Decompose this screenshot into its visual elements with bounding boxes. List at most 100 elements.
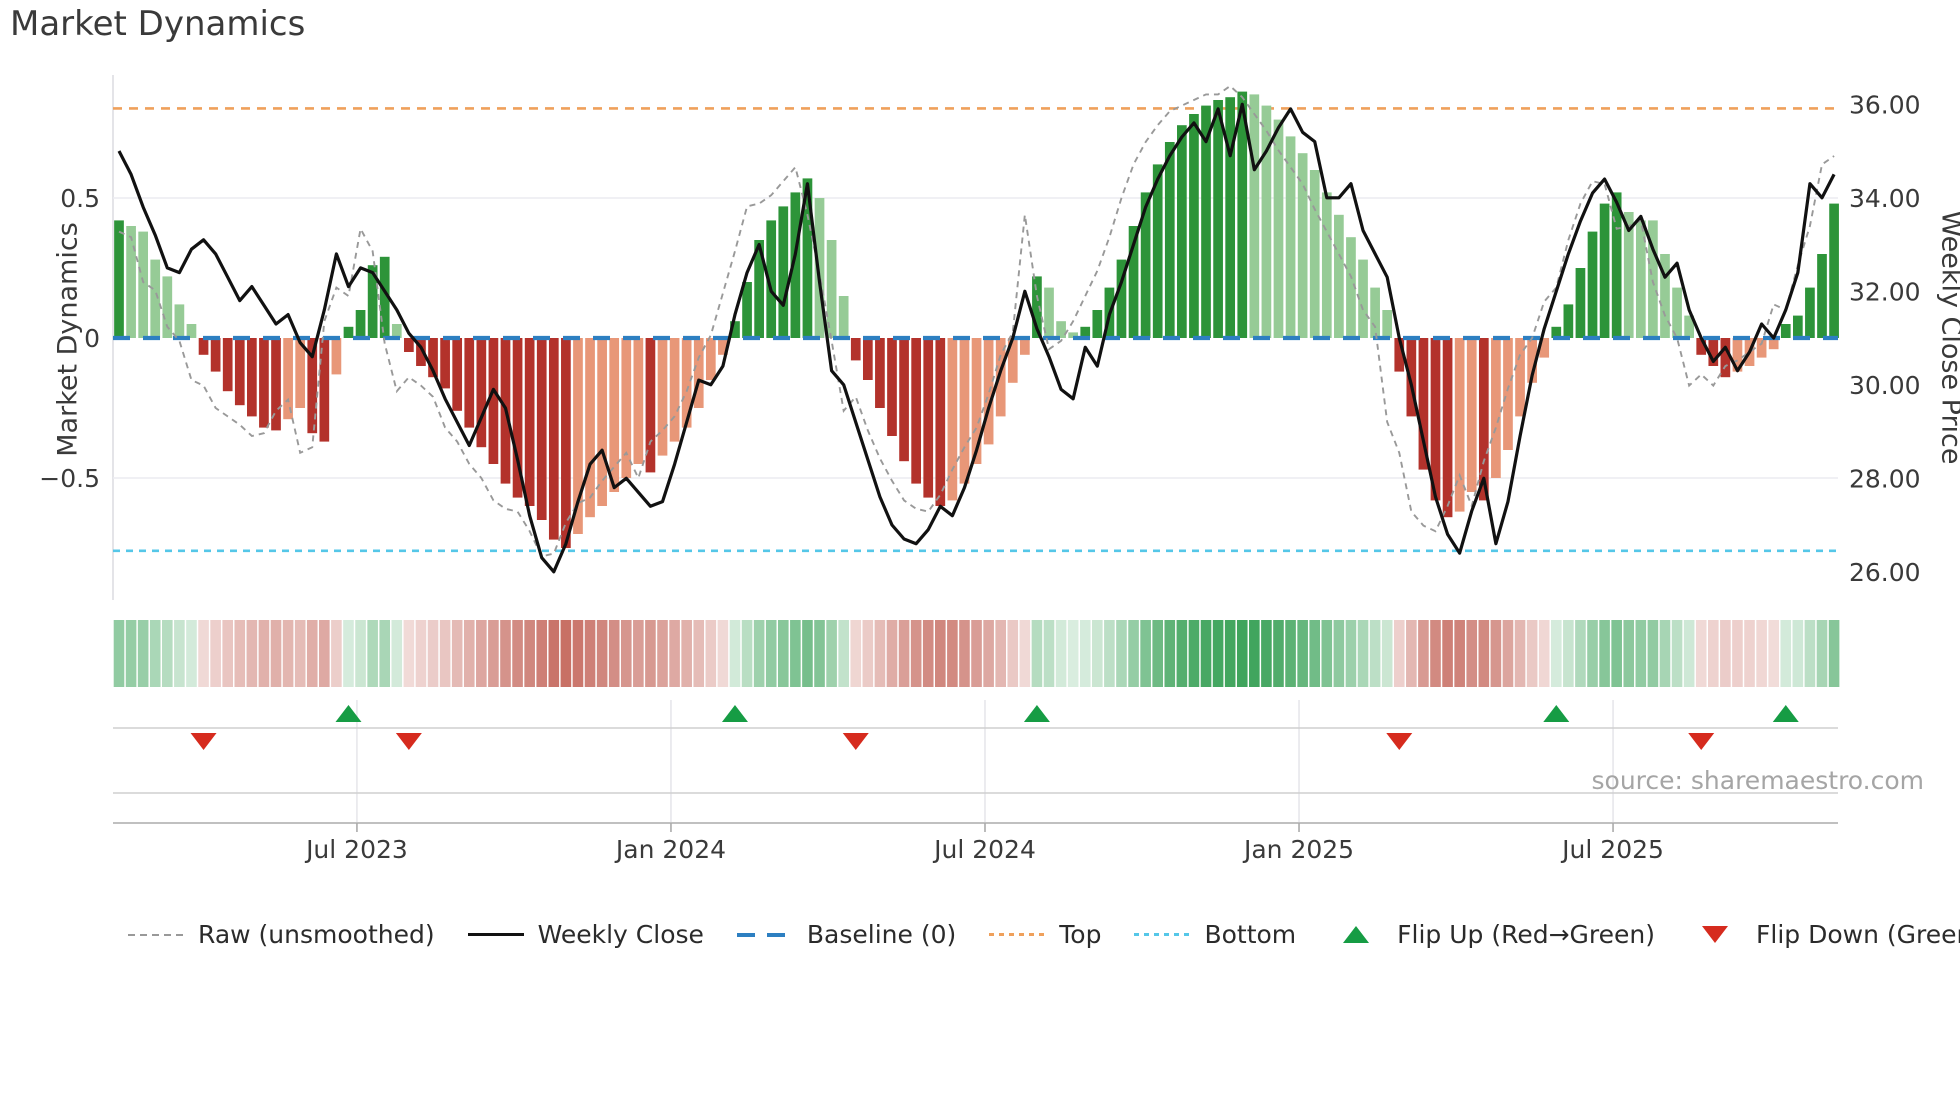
oscillator-bar [754,240,764,338]
oscillator-bar [1454,338,1465,512]
heatmap-cell [1357,620,1369,687]
oscillator-bar [162,276,173,338]
heatmap-cell [862,620,874,687]
oscillator-bar [1648,220,1658,338]
legend-label: Bottom [1204,920,1297,949]
heatmap-cell [524,620,535,687]
heatmap-cell [1659,620,1671,687]
oscillator-bar [331,338,342,375]
heatmap-cell [777,620,789,687]
oscillator-bar [766,220,777,338]
oscillator-bar [1152,164,1163,338]
oscillator-bar [1817,254,1827,338]
heatmap-cell [1538,620,1550,687]
heatmap-cell [1587,620,1598,687]
oscillator-bar [826,240,837,338]
oscillator-bar [1732,338,1743,372]
oscillator-bar [802,178,813,338]
top-line-swatch-icon [989,933,1046,936]
heatmap-cell [1635,620,1647,687]
oscillator-bar [995,338,1006,417]
heatmap-cell [294,620,306,687]
oscillator-bar [355,310,366,338]
heatmap-cell [355,620,366,687]
heatmap-cell [1695,620,1707,687]
oscillator-bar [1672,287,1682,338]
oscillator-bar [548,338,559,540]
right-axis-title: Weekly Close Price [1935,210,1960,465]
oscillator-bar [1285,136,1296,338]
oscillator-bar [1321,192,1332,338]
oscillator-bar [1309,170,1320,338]
legend-label: Flip Down (Green→Red) [1756,920,1960,949]
oscillator-bar [174,304,185,338]
heatmap-cell [584,620,596,687]
heatmap-cell [790,620,801,687]
oscillator-bar [1635,220,1646,338]
oscillator-bar [379,256,390,338]
oscillator-bar [1430,338,1441,501]
oscillator-bar [186,324,197,338]
heatmap-cell [1333,620,1345,687]
heatmap-cell [705,620,717,687]
oscillator-bar [150,259,161,338]
legend-item-baseline: Baseline (0) [736,920,956,949]
oscillator-bar [1297,153,1308,338]
heatmap-cell [1019,620,1031,687]
oscillator-bar [1007,338,1018,383]
heatmap-cell [1297,620,1308,687]
heatmap-cell [645,620,656,687]
heatmap-cell [1611,620,1622,687]
x-tick-label: Jan 2025 [1242,835,1354,864]
oscillator-bar [1394,338,1405,372]
legend: Raw (unsmoothed) Weekly Close Baseline (… [128,920,1960,949]
heatmap-cell [282,620,294,687]
heatmap-cell [1490,620,1502,687]
oscillator-bar [1756,338,1767,358]
oscillator-bar [561,338,571,548]
oscillator-bar [1708,338,1719,366]
heatmap-cell [669,620,680,687]
oscillator-bar [923,338,934,498]
heatmap-cell [1031,620,1043,687]
oscillator-bar [862,338,873,380]
heatmap-cell [415,620,427,687]
oscillator-bar [222,338,233,392]
legend-item-flip-down: Flip Down (Green→Red) [1688,920,1960,949]
right-tick-label: 30.00 [1849,371,1921,400]
heatmap-cell [1514,620,1526,687]
heatmap-cell [1599,620,1610,687]
oscillator-bar [1551,326,1562,338]
heatmap-cell [983,620,994,687]
oscillator-bar [1539,338,1550,358]
left-tick-label: 0.5 [60,184,100,213]
oscillator-bar [1056,321,1066,338]
oscillator-bar [621,338,632,478]
oscillator-bar [1201,105,1211,338]
heatmap-cell [1418,620,1429,687]
heatmap-cell [1055,620,1067,687]
raw-series-line [118,84,1835,558]
heatmap-cell [1261,620,1272,687]
heatmap-cell [1067,620,1079,687]
heatmap-cell [319,620,330,687]
oscillator-bar [1478,338,1489,501]
oscillator-bar [911,338,921,484]
flip-down-marker-icon [842,733,869,750]
oscillator-bar [1164,142,1175,338]
oscillator-bar [1177,125,1187,338]
oscillator-bar [1346,237,1356,338]
heatmap-cell [222,620,234,687]
oscillator-bar [1720,338,1731,378]
heatmap-cell [947,620,958,687]
heatmap-cell [149,620,161,687]
oscillator-bar [875,338,885,408]
heatmap-cell [125,620,137,687]
oscillator-bar [1563,304,1574,338]
flip-down-marker-icon [1386,733,1413,750]
legend-item-bottom: Bottom [1134,920,1296,949]
heatmap-cell [403,620,415,687]
oscillator-bar [1805,287,1815,338]
heatmap-cell [367,620,378,687]
heatmap-cell [1454,620,1465,687]
